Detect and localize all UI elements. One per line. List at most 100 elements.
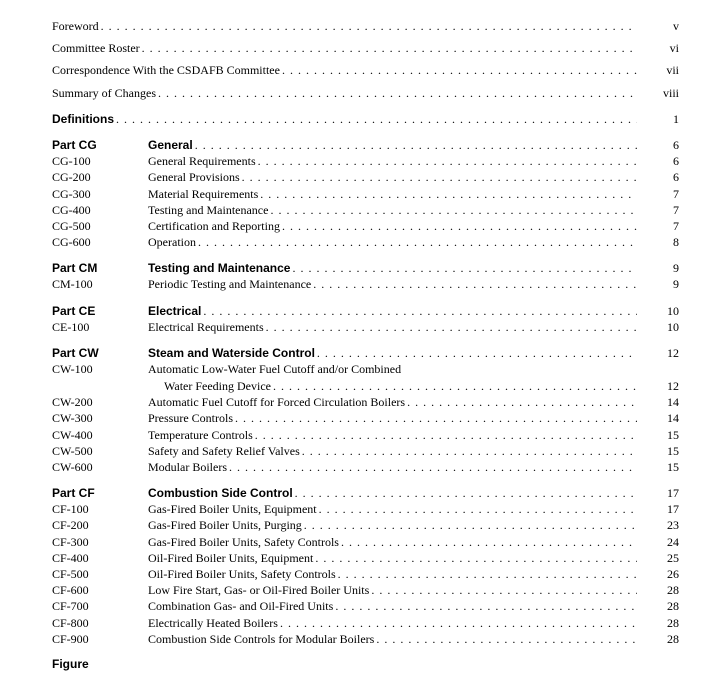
toc-leader [304,517,637,533]
toc-front: Foreword v Committee Roster vi Correspon… [52,18,679,101]
toc-page: 6 [637,137,679,153]
figure-heading: Figure [52,657,679,671]
toc-part-heading: Part CGGeneral 6 [52,137,679,153]
toc-code: CW-200 [52,394,148,410]
toc-leader [266,319,637,335]
toc-title: Operation [148,234,198,250]
toc-page: 14 [637,410,679,426]
table-of-contents: Foreword v Committee Roster vi Correspon… [52,18,679,671]
toc-page: 15 [637,427,679,443]
toc-title: General [148,137,195,153]
toc-page: 15 [637,443,679,459]
toc-part-heading: Part CWSteam and Waterside Control12 [52,345,679,361]
toc-row: CG-300Material Requirements7 [52,186,679,202]
toc-title: Gas-Fired Boiler Units, Equipment [148,501,319,517]
toc-code: CW-300 [52,410,148,426]
toc-row: CW-500Safety and Safety Relief Valves15 [52,443,679,459]
toc-row: Foreword v [52,18,679,34]
toc-page: 7 [637,202,679,218]
toc-row: CF-400Oil-Fired Boiler Units, Equipment2… [52,550,679,566]
toc-page: 6 [637,169,679,185]
toc-code: CW-100 [52,361,148,377]
toc-parts: Part CGGeneral 6 CG-100General Requirement… [52,127,679,647]
toc-title: Automatic Low-Water Fuel Cutoff and/or C… [148,361,403,378]
toc-row: CW-300Pressure Controls 14 [52,410,679,426]
toc-leader [338,566,637,582]
toc-page: 23 [637,517,679,533]
toc-page: 7 [637,186,679,202]
toc-title: Electrical Requirements [148,319,266,335]
toc-leader [371,582,637,598]
toc-code: Part CG [52,137,148,153]
toc-title: Automatic Fuel Cutoff for Forced Circula… [148,394,407,410]
toc-title: Safety and Safety Relief Valves [148,443,302,459]
toc-page: 28 [637,631,679,647]
toc-row: CW-400Temperature Controls15 [52,427,679,443]
toc-leader [255,427,637,443]
toc-row: Committee Roster vi [52,40,679,56]
toc-row: CW-100Automatic Low-Water Fuel Cutoff an… [52,361,679,378]
toc-title: Electrically Heated Boilers [148,615,280,631]
toc-leader [319,501,637,517]
toc-leader [258,153,637,169]
toc-row: CW-200Automatic Fuel Cutoff for Forced C… [52,394,679,410]
toc-title: Steam and Waterside Control [148,345,317,361]
toc-code: CF-100 [52,501,148,517]
toc-leader [341,534,637,550]
toc-leader [282,62,637,78]
toc-code: Part CF [52,485,148,501]
toc-page: 14 [637,394,679,410]
toc-page: 15 [637,459,679,475]
toc-page: 6 [637,153,679,169]
toc-row: CF-800Electrically Heated Boilers28 [52,615,679,631]
toc-row: CG-600Operation8 [52,234,679,250]
toc-leader [195,137,637,153]
toc-title: Pressure Controls [148,410,235,426]
toc-page: vii [637,62,679,78]
toc-page: v [637,18,679,34]
toc-title: Material Requirements [148,186,260,202]
toc-leader [158,85,637,101]
toc-title: Water Feeding Device [148,378,273,394]
toc-page: 9 [637,276,679,292]
toc-part-heading: Part CEElectrical10 [52,303,679,319]
toc-code: CG-100 [52,153,148,169]
toc-page: viii [637,85,679,101]
toc-row: CG-200General Provisions 6 [52,169,679,185]
toc-page: 9 [637,260,679,276]
toc-leader [302,443,637,459]
toc-page: 25 [637,550,679,566]
toc-leader [116,111,637,127]
toc-title: Periodic Testing and Maintenance [148,276,313,292]
toc-code: CF-800 [52,615,148,631]
toc-row: CM-100Periodic Testing and Maintenance9 [52,276,679,292]
toc-code: Part CM [52,260,148,276]
toc-title: General Provisions [148,169,242,185]
toc-title: Gas-Fired Boiler Units, Purging [148,517,304,533]
toc-leader [335,598,637,614]
toc-leader [376,631,637,647]
toc-leader [407,394,637,410]
toc-title: Oil-Fired Boiler Units, Equipment [148,550,315,566]
toc-part-heading: Part CFCombustion Side Control17 [52,485,679,501]
toc-title: Gas-Fired Boiler Units, Safety Controls [148,534,341,550]
toc-row: Correspondence With the CSDAFB Committee… [52,62,679,78]
toc-page: 28 [637,582,679,598]
toc-row: CF-700Combination Gas- and Oil-Fired Uni… [52,598,679,614]
toc-leader [317,345,637,361]
toc-page: 12 [637,378,679,394]
toc-code: CG-200 [52,169,148,185]
toc-row: CG-400Testing and Maintenance7 [52,202,679,218]
toc-leader [242,169,637,185]
toc-page: 1 [637,111,679,127]
toc-title: General Requirements [148,153,258,169]
toc-leader [313,276,637,292]
toc-code: CE-100 [52,319,148,335]
toc-page: 28 [637,598,679,614]
toc-leader [203,303,637,319]
toc-title: Temperature Controls [148,427,255,443]
toc-code: CF-500 [52,566,148,582]
toc-title: Low Fire Start, Gas- or Oil-Fired Boiler… [148,582,371,598]
toc-row: CF-300Gas-Fired Boiler Units, Safety Con… [52,534,679,550]
toc-code: CW-600 [52,459,148,475]
